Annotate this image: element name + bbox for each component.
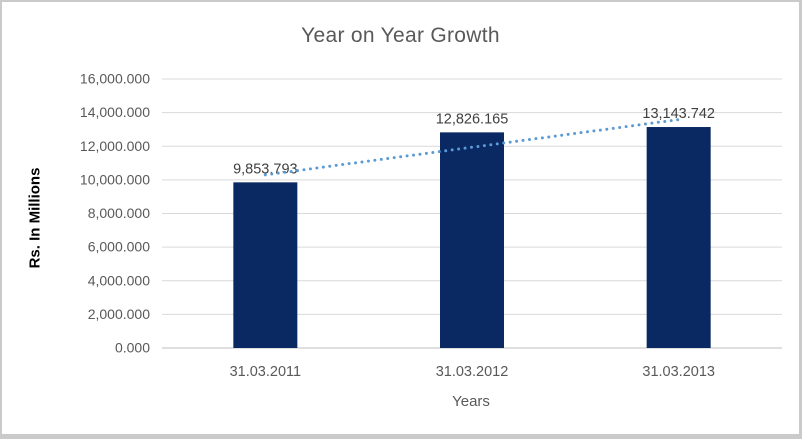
bar: [646, 127, 711, 348]
chart-title: Year on Year Growth: [301, 24, 500, 47]
bar: [233, 182, 298, 348]
data-label: 13,143.742: [642, 106, 715, 122]
x-tick-label: 31.03.2011: [230, 364, 302, 380]
trendline: [263, 118, 681, 177]
x-tick-label: 31.03.2012: [436, 364, 509, 380]
y-tick-label: 2,000.000: [88, 306, 150, 322]
y-tick-label: 8,000.000: [88, 205, 150, 221]
data-label: 12,826.165: [436, 111, 509, 127]
y-tick-label: 12,000.000: [80, 138, 150, 154]
x-axis-title: Years: [452, 393, 490, 410]
y-tick-label: 6,000.000: [88, 239, 150, 255]
y-axis-title: Rs. In Millions: [26, 167, 44, 269]
y-tick-label: 0.000: [115, 340, 150, 356]
y-tick-label: 14,000.000: [80, 104, 150, 120]
data-label: 9,853.793: [233, 161, 298, 177]
x-tick-label: 31.03.2013: [642, 364, 715, 380]
y-tick-label: 10,000.000: [80, 171, 150, 187]
bar: [440, 132, 504, 348]
y-tick-label: 4,000.000: [88, 272, 150, 288]
y-tick-label: 16,000.000: [80, 71, 150, 87]
